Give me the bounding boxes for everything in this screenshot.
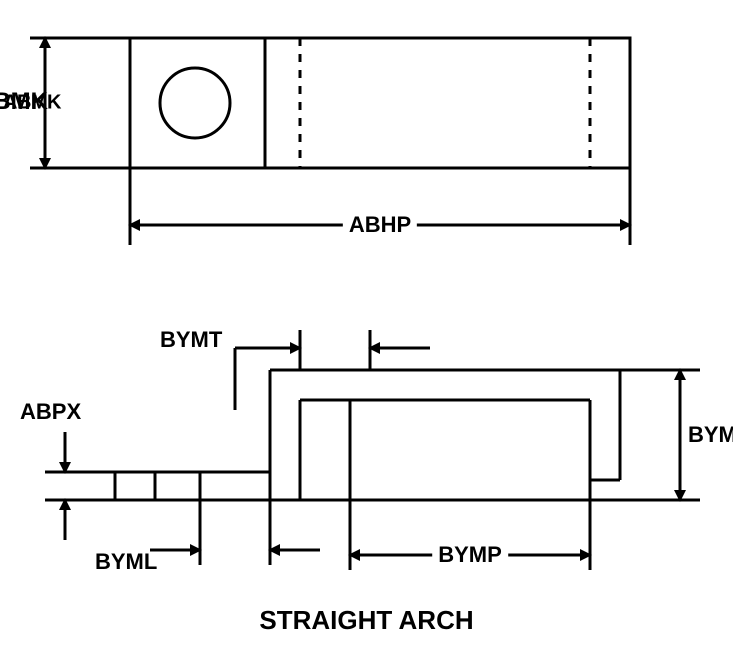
- abpx-text: ABPX: [20, 399, 81, 425]
- bymt-text: BYMT: [160, 327, 228, 353]
- hole-circle: [160, 68, 230, 138]
- foot-rect: [115, 472, 270, 500]
- diagram-title: STRAIGHT ARCH: [0, 605, 733, 636]
- bymm-text: BYMM: [688, 422, 733, 448]
- bymp-text: BYMP: [432, 542, 508, 568]
- abhp-text: ABHP: [343, 212, 417, 238]
- abmk-text: ABMK: [3, 92, 61, 115]
- diagram-container: ABMK /* override: keep ABMK as-is, but r…: [0, 0, 733, 660]
- top-rect: [130, 38, 630, 168]
- byml-text: BYML: [95, 549, 161, 575]
